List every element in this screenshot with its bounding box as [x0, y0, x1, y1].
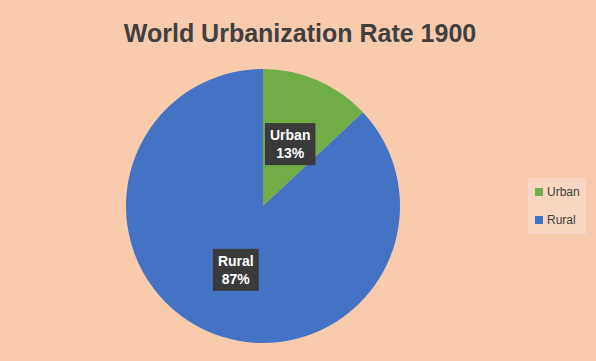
legend-label: Rural: [547, 213, 576, 227]
data-label-box: [265, 123, 315, 165]
data-label-box: [213, 249, 259, 291]
legend-label: Urban: [547, 185, 580, 199]
pie: [126, 69, 400, 343]
legend: Urban Rural: [528, 178, 586, 234]
pie-slice: [126, 69, 400, 343]
legend-swatch: [535, 216, 543, 224]
legend-box: [528, 178, 586, 234]
data-labels: Urban 13% Rural 87%: [213, 123, 316, 291]
chart: World Urbanization Rate 1900 Urban 13% Rura…: [0, 0, 596, 361]
data-label: Rural 87%: [213, 249, 259, 291]
data-label-category: Rural: [218, 253, 254, 269]
data-label-value: 13%: [276, 145, 305, 161]
data-label-value: 87%: [222, 271, 251, 287]
data-label-category: Urban: [270, 127, 310, 143]
background: [0, 0, 596, 361]
data-label: Urban 13%: [265, 123, 315, 165]
legend-swatch: [535, 188, 543, 196]
title: World Urbanization Rate 1900: [124, 19, 476, 47]
